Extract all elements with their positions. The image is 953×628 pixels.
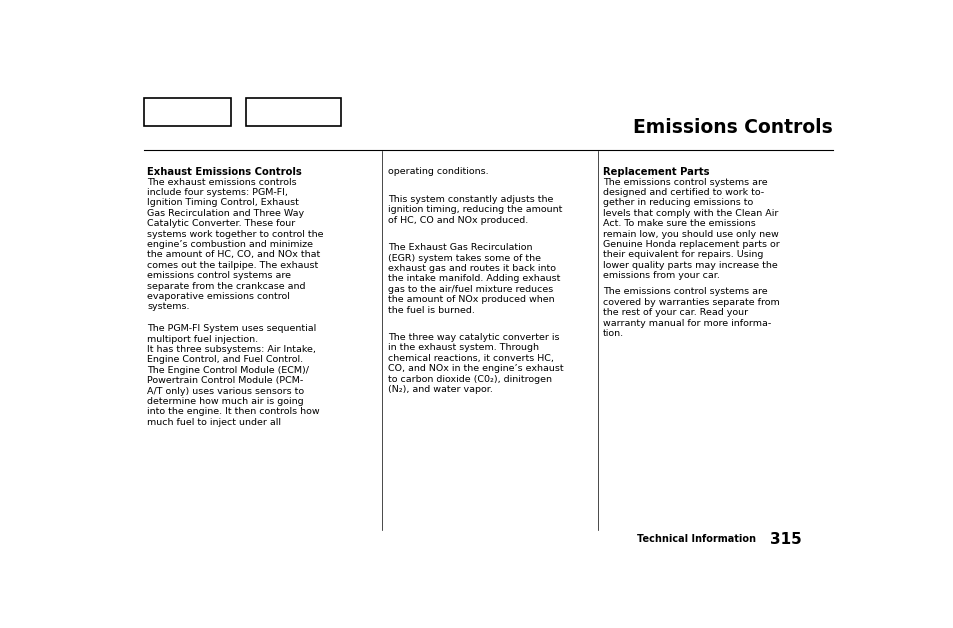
Text: multiport fuel injection.: multiport fuel injection.	[147, 335, 258, 344]
Text: Technical Information: Technical Information	[637, 534, 755, 544]
Text: The three way catalytic converter is: The three way catalytic converter is	[387, 333, 558, 342]
Text: systems.: systems.	[147, 303, 190, 311]
Text: Genuine Honda replacement parts or: Genuine Honda replacement parts or	[602, 240, 779, 249]
Text: into the engine. It then controls how: into the engine. It then controls how	[147, 408, 319, 416]
Text: gas to the air/fuel mixture reduces: gas to the air/fuel mixture reduces	[387, 284, 553, 294]
Text: chemical reactions, it converts HC,: chemical reactions, it converts HC,	[387, 354, 553, 363]
Text: levels that comply with the Clean Air: levels that comply with the Clean Air	[602, 209, 778, 218]
Text: engine’s combustion and minimize: engine’s combustion and minimize	[147, 240, 313, 249]
Text: the rest of your car. Read your: the rest of your car. Read your	[602, 308, 747, 317]
Text: Powertrain Control Module (PCM-: Powertrain Control Module (PCM-	[147, 376, 303, 385]
Text: Replacement Parts: Replacement Parts	[602, 167, 708, 177]
Text: A/T only) uses various sensors to: A/T only) uses various sensors to	[147, 387, 304, 396]
Text: evaporative emissions control: evaporative emissions control	[147, 292, 290, 301]
Text: gether in reducing emissions to: gether in reducing emissions to	[602, 198, 752, 207]
Text: designed and certified to work to-: designed and certified to work to-	[602, 188, 763, 197]
Text: the amount of HC, CO, and NOx that: the amount of HC, CO, and NOx that	[147, 251, 320, 259]
Text: Ignition Timing Control, Exhaust: Ignition Timing Control, Exhaust	[147, 198, 299, 207]
Text: emissions from your car.: emissions from your car.	[602, 271, 719, 280]
Text: the amount of NOx produced when: the amount of NOx produced when	[387, 295, 554, 304]
Text: systems work together to control the: systems work together to control the	[147, 230, 323, 239]
Text: The emissions control systems are: The emissions control systems are	[602, 288, 766, 296]
Text: exhaust gas and routes it back into: exhaust gas and routes it back into	[387, 264, 555, 273]
Text: the intake manifold. Adding exhaust: the intake manifold. Adding exhaust	[387, 274, 559, 283]
Text: warranty manual for more informa-: warranty manual for more informa-	[602, 318, 770, 328]
Text: This system constantly adjusts the: This system constantly adjusts the	[387, 195, 553, 204]
Text: Exhaust Emissions Controls: Exhaust Emissions Controls	[147, 167, 302, 177]
Text: operating conditions.: operating conditions.	[387, 167, 488, 176]
Text: (N₂), and water vapor.: (N₂), and water vapor.	[387, 385, 492, 394]
Text: It has three subsystems: Air Intake,: It has three subsystems: Air Intake,	[147, 345, 315, 354]
Text: include four systems: PGM-FI,: include four systems: PGM-FI,	[147, 188, 288, 197]
Text: 315: 315	[769, 532, 801, 547]
Text: The Engine Control Module (ECM)/: The Engine Control Module (ECM)/	[147, 366, 309, 375]
Text: much fuel to inject under all: much fuel to inject under all	[147, 418, 281, 427]
Text: Gas Recirculation and Three Way: Gas Recirculation and Three Way	[147, 209, 304, 218]
Bar	[246, 98, 341, 126]
Text: tion.: tion.	[602, 329, 623, 338]
Text: separate from the crankcase and: separate from the crankcase and	[147, 281, 306, 291]
Text: Act. To make sure the emissions: Act. To make sure the emissions	[602, 219, 755, 228]
Text: The Exhaust Gas Recirculation: The Exhaust Gas Recirculation	[387, 243, 532, 252]
Text: determine how much air is going: determine how much air is going	[147, 397, 304, 406]
Text: to carbon dioxide (C0₂), dinitrogen: to carbon dioxide (C0₂), dinitrogen	[387, 375, 551, 384]
Text: of HC, CO and NOx produced.: of HC, CO and NOx produced.	[387, 215, 527, 225]
Text: remain low, you should use only new: remain low, you should use only new	[602, 230, 778, 239]
Text: lower quality parts may increase the: lower quality parts may increase the	[602, 261, 777, 270]
Text: in the exhaust system. Through: in the exhaust system. Through	[387, 344, 538, 352]
Text: Catalytic Converter. These four: Catalytic Converter. These four	[147, 219, 295, 228]
Text: emissions control systems are: emissions control systems are	[147, 271, 291, 280]
Text: (EGR) system takes some of the: (EGR) system takes some of the	[387, 254, 540, 263]
Text: Engine Control, and Fuel Control.: Engine Control, and Fuel Control.	[147, 355, 303, 364]
Text: The PGM-FI System uses sequential: The PGM-FI System uses sequential	[147, 324, 316, 333]
Text: The emissions control systems are: The emissions control systems are	[602, 178, 766, 187]
Bar	[144, 98, 231, 126]
Text: ignition timing, reducing the amount: ignition timing, reducing the amount	[387, 205, 561, 214]
Text: their equivalent for repairs. Using: their equivalent for repairs. Using	[602, 251, 762, 259]
Text: the fuel is burned.: the fuel is burned.	[387, 305, 474, 315]
Text: The exhaust emissions controls: The exhaust emissions controls	[147, 178, 296, 187]
Text: comes out the tailpipe. The exhaust: comes out the tailpipe. The exhaust	[147, 261, 318, 270]
Text: covered by warranties separate from: covered by warranties separate from	[602, 298, 779, 306]
Text: Emissions Controls: Emissions Controls	[632, 118, 832, 138]
Text: CO, and NOx in the engine’s exhaust: CO, and NOx in the engine’s exhaust	[387, 364, 562, 373]
